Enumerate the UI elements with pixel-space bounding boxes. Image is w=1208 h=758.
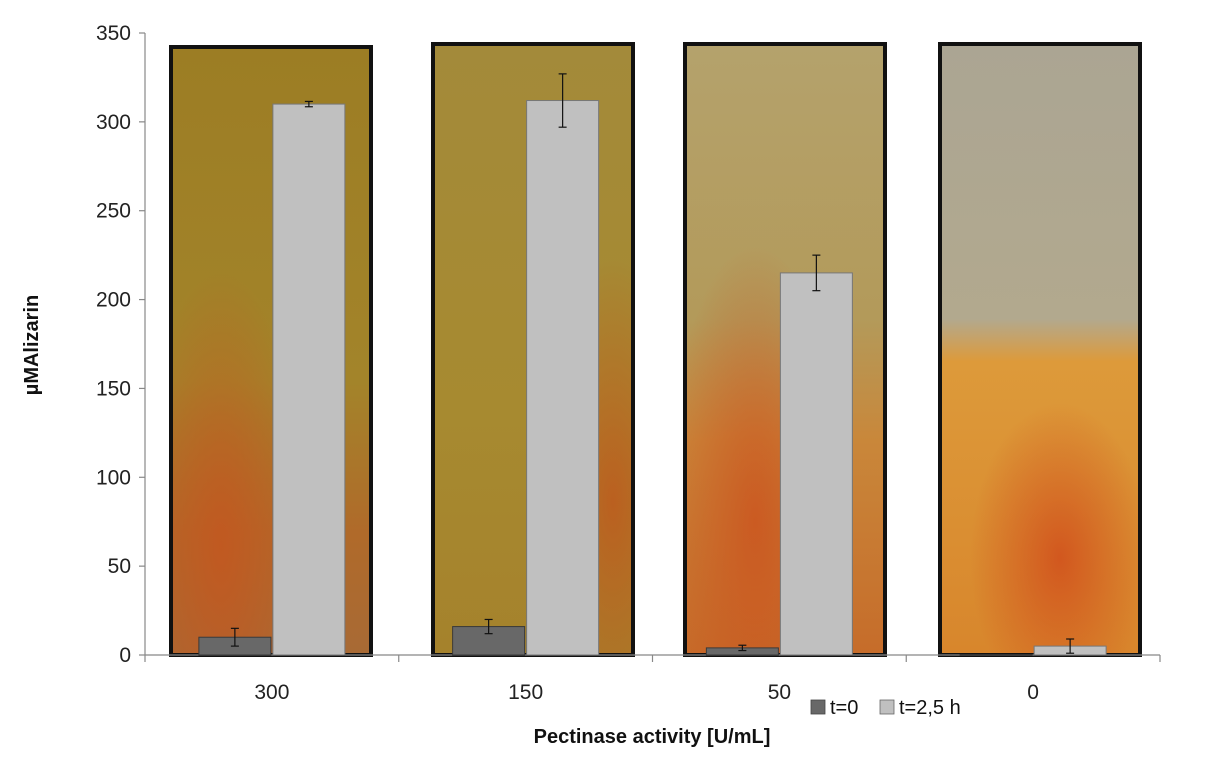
tube-photo-0 <box>938 42 1142 657</box>
x-tick-label: 0 <box>1027 681 1039 704</box>
y-tick-label: 300 <box>96 111 131 134</box>
legend-label-t0: t=0 <box>830 697 858 719</box>
bar-t25 <box>526 100 600 656</box>
x-tick-label: 300 <box>254 681 289 704</box>
x-tick-label: 150 <box>508 681 543 704</box>
x-tick-label: 50 <box>768 681 791 704</box>
x-tick-labels: 300 150 50 0 <box>254 681 1039 704</box>
error-bar <box>1066 638 1075 654</box>
bar-t25 <box>779 272 853 656</box>
y-tick-label: 250 <box>96 200 131 223</box>
error-bar <box>304 100 313 108</box>
bar-t25 <box>272 103 346 656</box>
y-axis-title: µMAlizarin <box>21 295 43 395</box>
error-bar <box>812 254 821 292</box>
error-bar <box>558 73 567 128</box>
x-axis-title: Pectinase activity [U/mL] <box>534 726 771 748</box>
legend-label-t25: t=2,5 h <box>899 697 961 719</box>
legend-swatch-t25 <box>879 699 895 715</box>
bars <box>198 73 1107 656</box>
y-tick-label: 0 <box>119 644 131 667</box>
y-tick-label: 200 <box>96 289 131 312</box>
y-tick-label: 150 <box>96 377 131 400</box>
y-tick-label: 100 <box>96 466 131 489</box>
y-tick-label: 50 <box>108 555 131 578</box>
legend: t=0 t=2,5 h <box>810 697 961 719</box>
y-tick-labels: 0 50 100 150 200 250 300 350 <box>96 22 131 667</box>
y-tick-label: 350 <box>96 22 131 45</box>
error-bar <box>484 618 493 635</box>
legend-swatch-t0 <box>810 699 826 715</box>
error-bar <box>738 644 747 652</box>
bar-t0 <box>959 654 1033 656</box>
error-bar <box>230 627 239 647</box>
